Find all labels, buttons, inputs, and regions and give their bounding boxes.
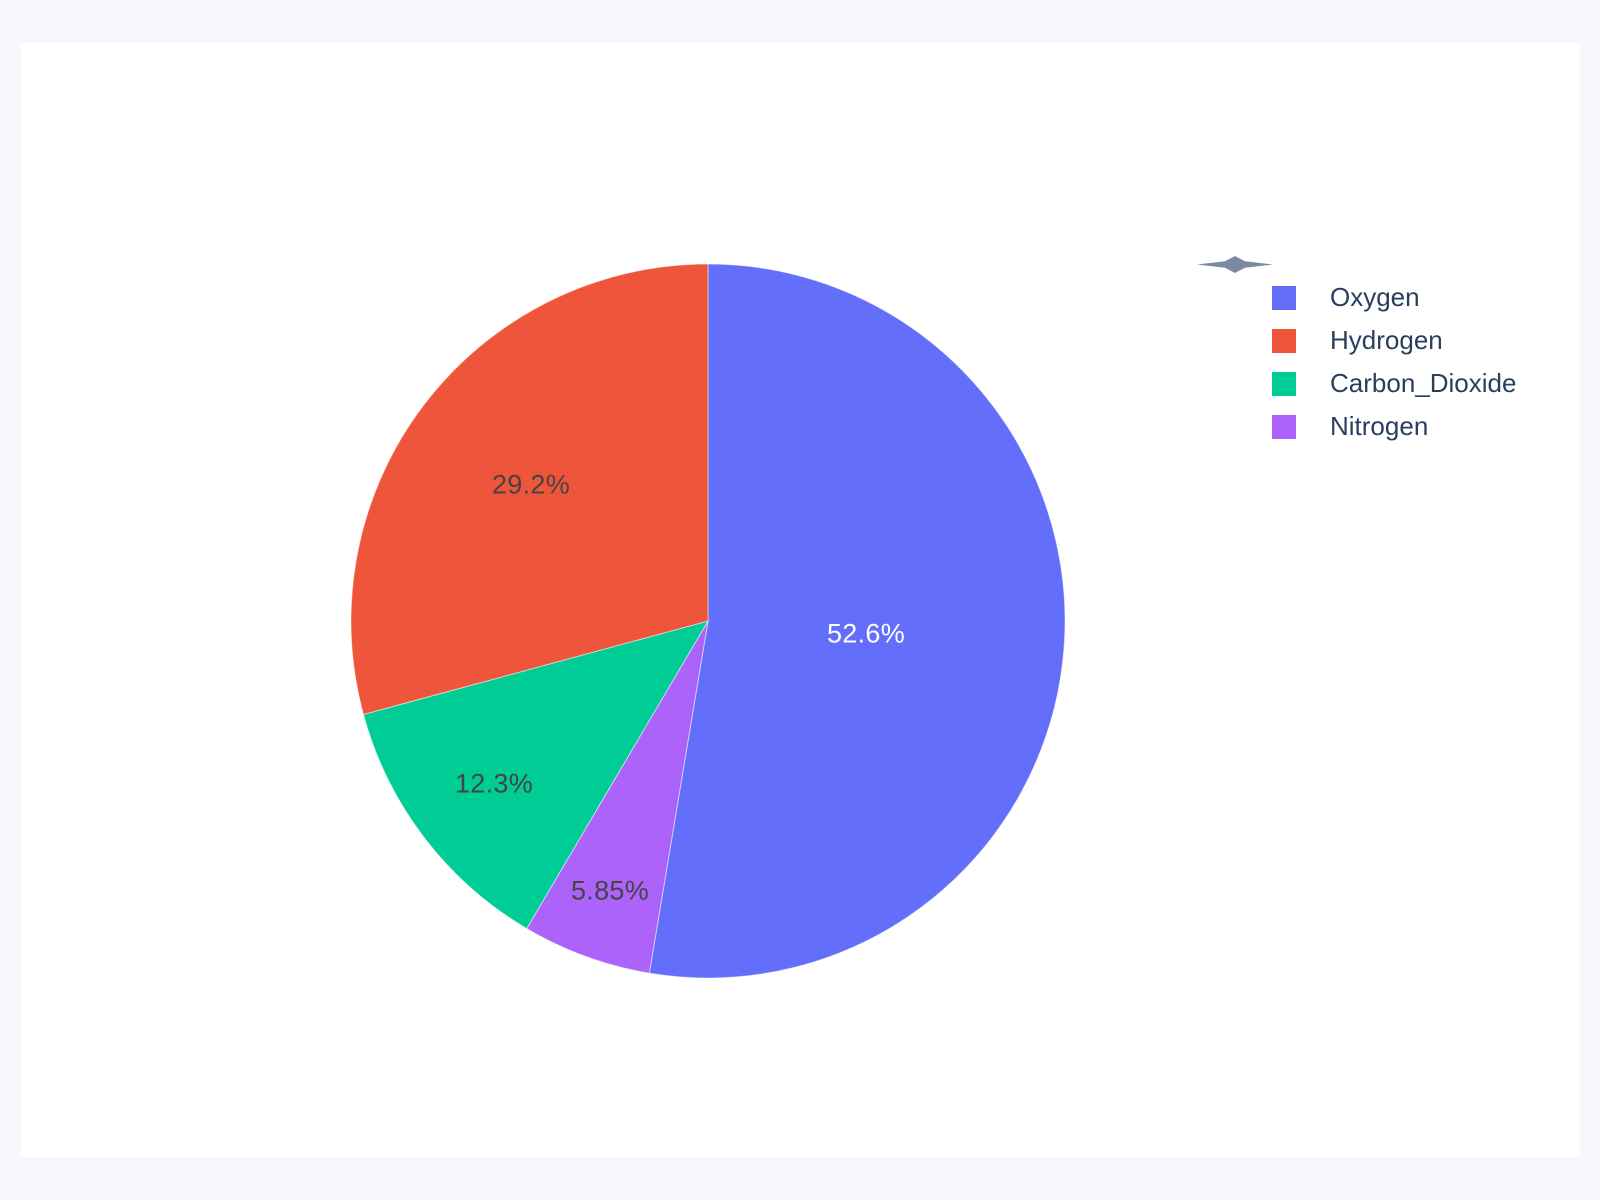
legend-label-carbon_dioxide: Carbon_Dioxide [1330,368,1517,398]
legend-item-oxygen[interactable]: Oxygen [1272,276,1516,319]
legend-swatch-nitrogen [1272,414,1296,439]
pie-slice-carbon_dioxide[interactable] [362,620,710,930]
legend-swatch-hydrogen [1272,328,1296,353]
legend-item-carbon_dioxide[interactable]: Carbon_Dioxide [1272,362,1516,405]
legend-item-nitrogen[interactable]: Nitrogen [1272,405,1516,448]
pie-slice-nitrogen[interactable] [525,620,709,974]
sparkle-icon [1197,256,1273,273]
legend-swatch-oxygen [1272,285,1296,310]
legend-label-hydrogen: Hydrogen [1330,325,1443,355]
pie-slice-oxygen[interactable] [648,263,1066,979]
legend-label-nitrogen: Nitrogen [1330,411,1429,441]
legend-item-hydrogen[interactable]: Hydrogen [1272,319,1516,362]
pie-slice-hydrogen[interactable] [350,263,709,716]
legend-label-oxygen: Oxygen [1330,282,1420,312]
legend: Oxygen Hydrogen Carbon_Dioxide Nitrogen [1272,276,1516,448]
legend-swatch-carbon_dioxide [1272,371,1296,396]
